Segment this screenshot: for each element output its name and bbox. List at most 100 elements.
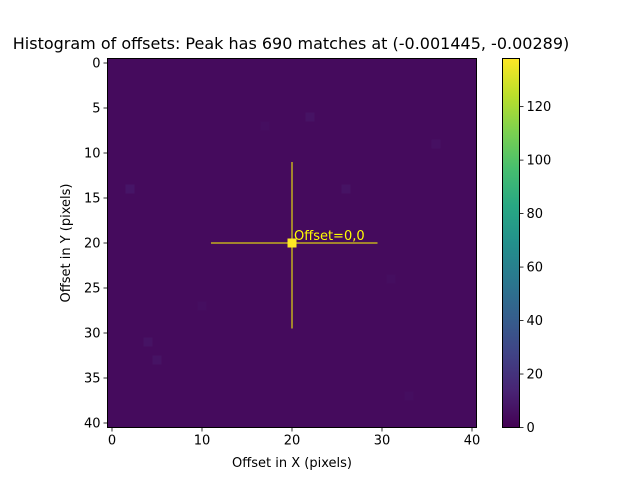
heatmap-cell [242, 310, 252, 320]
heatmap-cell [305, 148, 315, 158]
heatmap-cell [305, 346, 315, 356]
heatmap-cell [296, 85, 306, 95]
heatmap-cell [449, 310, 459, 320]
heatmap-cell [314, 409, 324, 419]
heatmap-cell [440, 364, 450, 374]
heatmap-cell [269, 382, 279, 392]
heatmap-cell [170, 319, 180, 329]
heatmap-cell [125, 193, 135, 203]
heatmap-cell [233, 94, 243, 104]
heatmap-cell [242, 193, 252, 203]
heatmap-cell [395, 301, 405, 311]
offset-marker [287, 238, 297, 248]
heatmap-cell [197, 310, 207, 320]
heatmap-cell [116, 256, 126, 266]
heatmap-cell [341, 58, 351, 68]
heatmap-cell [143, 58, 153, 68]
heatmap-cell [170, 256, 180, 266]
heatmap-cell [107, 67, 117, 77]
heatmap-cell [323, 130, 333, 140]
heatmap-cell [458, 400, 468, 410]
chart-title: Histogram of offsets: Peak has 690 match… [13, 34, 569, 53]
heatmap-cell [404, 85, 414, 95]
heatmap-cell [422, 355, 432, 365]
heatmap-cell [431, 103, 441, 113]
heatmap-cell [404, 58, 414, 68]
heatmap-cell [197, 157, 207, 167]
heatmap-cell [431, 346, 441, 356]
heatmap-cell [386, 319, 396, 329]
heatmap-cell [413, 76, 423, 86]
heatmap-cell [206, 67, 216, 77]
heatmap-cell [377, 229, 387, 239]
heatmap-cell [440, 112, 450, 122]
heatmap-cell [413, 238, 423, 248]
heatmap-cell [431, 400, 441, 410]
heatmap-cell [377, 355, 387, 365]
heatmap-cell [431, 157, 441, 167]
heatmap-cell [323, 400, 333, 410]
heatmap-cell [278, 193, 288, 203]
heatmap-cell [467, 76, 477, 86]
heatmap-cell [404, 247, 414, 257]
heatmap-cell [188, 355, 198, 365]
heatmap-cell [197, 193, 207, 203]
heatmap-cell [413, 373, 423, 383]
heatmap-cell [278, 301, 288, 311]
heatmap-cell [440, 355, 450, 365]
heatmap-cell [170, 121, 180, 131]
heatmap-cell [341, 283, 351, 293]
heatmap-cell [395, 76, 405, 86]
heatmap-cell [341, 373, 351, 383]
heatmap-cell [269, 274, 279, 284]
heatmap-cell [449, 364, 459, 374]
heatmap-cell [278, 58, 288, 68]
heatmap-cell [116, 139, 126, 149]
heatmap-cell [107, 247, 117, 257]
heatmap-cell [152, 382, 162, 392]
heatmap-cell [278, 148, 288, 158]
heatmap-cell [332, 274, 342, 284]
heatmap-cell [287, 355, 297, 365]
heatmap-cell [359, 265, 369, 275]
heatmap-cell [341, 211, 351, 221]
heatmap-cell [179, 292, 189, 302]
heatmap-cell [179, 112, 189, 122]
heatmap-cell [296, 148, 306, 158]
heatmap-cell [458, 337, 468, 347]
heatmap-cell [314, 112, 324, 122]
heatmap-cell [116, 418, 126, 428]
heatmap-cell [161, 166, 171, 176]
heatmap-cell [107, 409, 117, 419]
heatmap-cell [467, 130, 477, 140]
heatmap-cell [179, 94, 189, 104]
heatmap-cell [107, 346, 117, 356]
heatmap-cell [134, 130, 144, 140]
heatmap-cell [422, 247, 432, 257]
heatmap-cell [215, 157, 225, 167]
heatmap-cell [404, 121, 414, 131]
heatmap-cell [251, 139, 261, 149]
heatmap-cell [323, 157, 333, 167]
heatmap-cell [422, 418, 432, 428]
heatmap-cell [143, 202, 153, 212]
heatmap-cell [431, 148, 441, 158]
heatmap-cell [134, 193, 144, 203]
heatmap-cell [350, 157, 360, 167]
heatmap-cell [377, 265, 387, 275]
heatmap-cell [224, 112, 234, 122]
heatmap-cell [206, 175, 216, 185]
heatmap-cell [215, 148, 225, 158]
heatmap-cell [296, 400, 306, 410]
heatmap-cell [107, 283, 117, 293]
heatmap-cell [161, 373, 171, 383]
heatmap-cell [314, 418, 324, 428]
heatmap-cell [224, 157, 234, 167]
heatmap-cell [224, 256, 234, 266]
heatmap-cell [269, 364, 279, 374]
heatmap-cell [269, 202, 279, 212]
heatmap-cell [413, 94, 423, 104]
heatmap-cell [314, 121, 324, 131]
heatmap-cell [260, 247, 270, 257]
heatmap-cell [332, 283, 342, 293]
